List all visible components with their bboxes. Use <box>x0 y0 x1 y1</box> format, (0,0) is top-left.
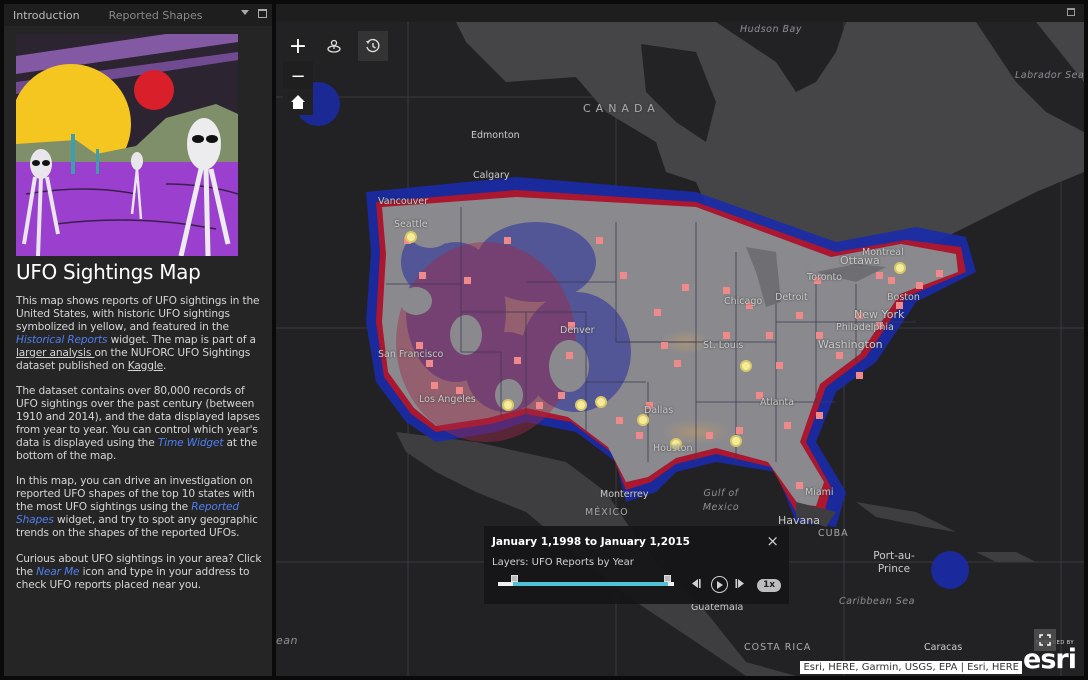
history-button[interactable] <box>358 31 388 61</box>
chevron-down-icon[interactable] <box>241 10 249 15</box>
label-costa-rica: COSTA RICA <box>744 642 812 653</box>
label-ocean: ean <box>276 634 298 647</box>
intro-panel: Introduction Reported Shapes <box>4 4 272 676</box>
label-san-francisco: San Francisco <box>378 349 444 360</box>
text: icon and type in your address to check U… <box>16 565 250 591</box>
kaggle-link[interactable]: Kaggle <box>127 359 163 372</box>
reported-shapes-link[interactable]: Reported Shapes <box>16 501 239 527</box>
next-icon <box>735 579 744 588</box>
near-me-button[interactable] <box>319 31 349 61</box>
next-button[interactable] <box>735 578 746 592</box>
label-chicago: Chicago <box>724 296 763 307</box>
historical-reports-link[interactable]: Historical Reports <box>16 333 108 346</box>
tab-reported-shapes[interactable]: Reported Shapes <box>108 8 203 22</box>
dataset-paragraph: The dataset contains over 80,000 records… <box>16 385 268 462</box>
time-widget-link[interactable]: Time Widget <box>157 436 224 449</box>
text: widget. The map is part of a <box>107 333 256 346</box>
label-miami: Miami <box>805 487 834 498</box>
page-title: UFO Sightings Map <box>16 260 201 284</box>
playback-speed-button[interactable]: 1x <box>757 579 781 592</box>
home-icon <box>291 95 305 109</box>
label-cuba: CUBA <box>818 528 849 539</box>
text: This map shows reports of UFO sightings … <box>16 295 260 333</box>
text: The dataset contains over 80,000 records… <box>16 385 260 449</box>
time-slider-start-thumb[interactable] <box>511 575 518 582</box>
time-range-label: January 1,1998 to January 1,2015 <box>492 536 690 548</box>
label-st-louis: St. Louis <box>703 340 744 351</box>
previous-icon <box>692 579 701 588</box>
label-gulf-of-mexico: Gulf of Mexico <box>702 488 740 513</box>
zoom-in-button[interactable]: + <box>283 31 313 61</box>
label-ottawa: Ottawa <box>840 254 880 267</box>
play-button[interactable] <box>711 576 728 593</box>
near-me-icon <box>327 39 341 53</box>
label-detroit: Detroit <box>775 292 808 303</box>
panel-header: Introduction Reported Shapes <box>4 4 272 26</box>
label-montreal: Montreal <box>862 247 904 258</box>
larger-analysis-link[interactable]: larger analysis <box>16 346 95 359</box>
label-washington: Washington <box>818 338 883 351</box>
label-guatemala: Guatemala <box>691 602 744 613</box>
map-widget: Hudson Bay Labrador Sea CANADA Edmonton … <box>276 4 1084 676</box>
text: at the bottom of the map. <box>16 436 258 462</box>
time-slider-end-thumb[interactable] <box>664 575 671 582</box>
label-port-au-prince: Port-au-Prince <box>873 550 915 575</box>
investigation-paragraph: In this map, you can drive an investigat… <box>16 475 268 540</box>
label-denver: Denver <box>560 325 595 336</box>
maximize-icon[interactable] <box>258 9 267 18</box>
label-labrador-sea: Labrador Sea <box>1015 70 1084 81</box>
label-houston: Houston <box>653 443 693 454</box>
maximize-icon[interactable] <box>1067 8 1075 16</box>
label-boston: Boston <box>887 292 920 303</box>
label-caracas: Caracas <box>924 642 963 653</box>
near-me-link[interactable]: Near Me <box>36 565 80 578</box>
time-slider-track[interactable] <box>498 575 674 586</box>
label-toronto: Toronto <box>807 272 843 283</box>
time-slider-range-fill <box>513 582 668 586</box>
map-header <box>276 4 1084 22</box>
label-caribbean-sea: Caribbean Sea <box>839 596 915 607</box>
home-button[interactable] <box>283 89 313 115</box>
close-icon[interactable]: × <box>766 532 779 550</box>
label-vancouver: Vancouver <box>378 196 429 207</box>
fullscreen-icon <box>1039 634 1051 646</box>
esri-logo[interactable]: esri <box>1023 644 1077 675</box>
historic-sighting-symbols <box>405 231 906 450</box>
label-los-angeles: Los Angeles <box>419 394 476 405</box>
near-me-paragraph: Curious about UFO sightings in your area… <box>16 553 268 592</box>
label-philadelphia: Philadelphia <box>836 322 894 333</box>
fullscreen-button[interactable] <box>1034 629 1056 651</box>
map-attribution[interactable]: Esri, HERE, Garmin, USGS, EPA | Esri, HE… <box>800 661 1022 674</box>
label-new-york: New York <box>854 308 905 321</box>
text: In this map, you can drive an investigat… <box>16 475 255 514</box>
intro-text: This map shows reports of UFO sightings … <box>16 295 268 604</box>
label-atlanta: Atlanta <box>760 397 795 408</box>
label-seattle: Seattle <box>394 219 428 230</box>
intro-paragraph: This map shows reports of UFO sightings … <box>16 295 268 372</box>
label-canada: CANADA <box>583 102 660 115</box>
text: . <box>163 359 167 372</box>
previous-button[interactable] <box>690 578 701 592</box>
label-calgary: Calgary <box>473 170 510 181</box>
label-dallas: Dallas <box>644 405 674 416</box>
label-mexico: MÉXICO <box>585 507 629 518</box>
tab-introduction[interactable]: Introduction <box>13 8 80 22</box>
label-hudson-bay: Hudson Bay <box>740 24 802 35</box>
text: on the NUFORC UFO Sightings dataset publ… <box>16 346 251 372</box>
label-monterrey: Monterrey <box>600 489 649 500</box>
map-view[interactable]: Hudson Bay Labrador Sea CANADA Edmonton … <box>276 22 1084 676</box>
time-slider-layers-label: Layers: UFO Reports by Year <box>492 557 634 568</box>
time-slider-widget: January 1,1998 to January 1,2015 × Layer… <box>484 526 789 604</box>
alien-illustration <box>16 34 238 256</box>
zoom-out-button[interactable]: − <box>283 61 313 91</box>
history-icon <box>366 38 380 53</box>
basemap <box>276 22 1084 676</box>
text: Curious about UFO sightings in your area… <box>16 552 262 578</box>
text: widget, and try to spot any geographic t… <box>16 514 258 540</box>
label-havana: Havana <box>778 514 820 527</box>
label-edmonton: Edmonton <box>471 130 520 141</box>
